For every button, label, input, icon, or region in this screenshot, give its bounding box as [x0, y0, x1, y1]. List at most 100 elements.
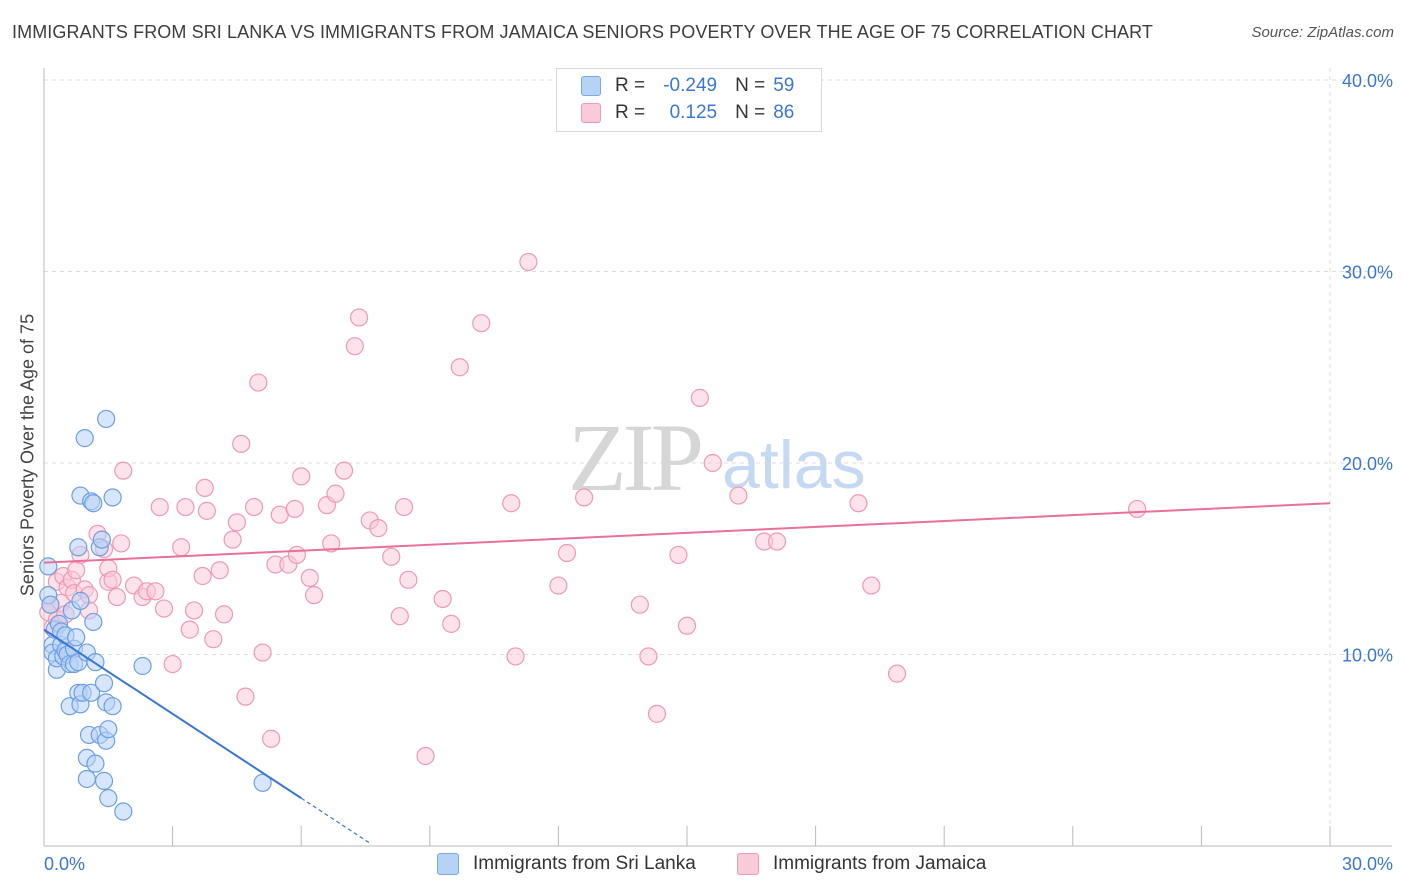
jamaica-point — [630, 595, 649, 614]
jamaica-point — [262, 729, 281, 748]
jamaica-point — [184, 601, 204, 620]
jamaica-point — [67, 561, 86, 580]
jamaica-point — [287, 545, 307, 565]
sri-lanka-point — [133, 656, 152, 676]
sri-lanka-trend-line — [43, 628, 302, 799]
stats-row-sri-lanka: R = -0.249 N = 59 — [581, 73, 794, 99]
sri-lanka-point — [39, 557, 58, 576]
jamaica-point — [112, 534, 131, 553]
jamaica-point — [519, 252, 538, 272]
sri-lanka-point — [84, 494, 103, 513]
axes — [43, 68, 1392, 847]
jamaica-point — [304, 586, 324, 605]
jamaica-point — [450, 358, 469, 377]
jamaica-point — [249, 373, 268, 392]
x-tick-label: 0.0% — [44, 854, 85, 874]
jamaica-point — [399, 570, 418, 589]
jamaica-point — [223, 530, 242, 549]
sri-lanka-point — [92, 530, 111, 549]
jamaica-point — [163, 654, 182, 674]
source-credit: Source: ZipAtlas.com — [1251, 24, 1394, 41]
x-tick-label: 30.0% — [1342, 854, 1393, 874]
jamaica-swatch — [581, 103, 601, 123]
jamaica-point — [285, 499, 304, 519]
jamaica-point — [172, 538, 191, 557]
jamaica-point — [416, 746, 435, 766]
jamaica-point — [180, 620, 199, 639]
legend-label-sri-lanka: Immigrants from Sri Lanka — [473, 853, 696, 874]
y-axis-label: Seniors Poverty Over the Age of 75 — [17, 313, 38, 597]
jamaica-point — [146, 582, 165, 601]
jamaica-point — [236, 687, 255, 706]
jamaica-point — [506, 647, 525, 666]
sri-lanka-point — [86, 754, 105, 773]
sri-lanka-point — [253, 773, 272, 792]
n-value-jamaica: 86 — [773, 102, 795, 123]
jamaica-point — [334, 461, 354, 480]
jamaica-point — [767, 532, 787, 551]
jamaica-point — [849, 494, 868, 513]
jamaica-point — [195, 478, 214, 497]
jamaica-point — [887, 664, 907, 683]
jamaica-point — [103, 570, 122, 589]
jamaica-point — [150, 497, 169, 517]
legend-swatch-sri-lanka — [437, 853, 459, 875]
jamaica-point — [345, 337, 364, 356]
sri-lanka-point — [99, 789, 118, 808]
jamaica-point — [669, 545, 688, 565]
jamaica-point — [322, 534, 341, 553]
r-label: R = — [615, 75, 646, 96]
sri-lanka-point — [75, 429, 94, 448]
jamaica-point — [292, 467, 311, 486]
jamaica-point — [433, 589, 452, 609]
jamaica-points — [39, 252, 1147, 766]
jamaica-point — [204, 630, 223, 649]
jamaica-point — [390, 607, 409, 626]
jamaica-point — [193, 566, 212, 586]
tick-labels: 10.0% 20.0% 30.0% 40.0% 0.0% 30.0% — [44, 71, 1393, 874]
jamaica-point — [703, 453, 722, 473]
jamaica-point — [227, 513, 246, 532]
jamaica-point — [549, 576, 568, 595]
jamaica-point — [394, 497, 414, 517]
sri-lanka-point — [82, 683, 101, 702]
stats-row-jamaica: R = 0.125 N = 86 — [581, 100, 794, 126]
jamaica-point — [210, 561, 229, 580]
jamaica-point — [677, 616, 697, 635]
jamaica-point — [154, 599, 174, 618]
sri-lanka-swatch — [581, 76, 601, 96]
y-tick-label: 40.0% — [1342, 71, 1393, 91]
n-label: N = — [735, 75, 766, 96]
jamaica-point — [369, 519, 388, 538]
sri-lanka-point — [94, 674, 114, 693]
jamaica-point — [690, 388, 709, 407]
legend-label-jamaica: Immigrants from Jamaica — [773, 853, 987, 874]
watermark-atlas: atlas — [722, 427, 866, 503]
sri-lanka-point — [67, 628, 86, 647]
jamaica-point — [232, 434, 251, 453]
jamaica-point — [349, 308, 369, 327]
jamaica-point — [557, 543, 577, 563]
sri-lanka-point — [97, 409, 116, 429]
jamaica-point — [647, 704, 667, 723]
n-label: N = — [735, 102, 766, 123]
trend-lines — [43, 502, 1331, 844]
y-tick-label: 20.0% — [1342, 454, 1393, 474]
jamaica-point — [639, 647, 658, 666]
legend-item-jamaica[interactable]: Immigrants from Jamaica — [737, 852, 986, 876]
jamaica-point — [1127, 499, 1147, 519]
jamaica-point — [382, 547, 401, 566]
stats-box: R = -0.249 N = 59 R = 0.125 N = 86 — [556, 68, 822, 132]
r-label: R = — [615, 102, 646, 123]
jamaica-point — [472, 314, 491, 333]
sri-lanka-point — [71, 591, 90, 610]
sri-lanka-point — [69, 538, 88, 557]
sri-lanka-point — [84, 612, 103, 632]
sri-lanka-point — [103, 697, 122, 716]
chart-title: IMMIGRANTS FROM SRI LANKA VS IMMIGRANTS … — [12, 22, 1154, 42]
jamaica-point — [442, 614, 461, 633]
sri-lanka-point — [103, 488, 122, 507]
jamaica-point — [300, 568, 319, 588]
legend-item-sri-lanka[interactable]: Immigrants from Sri Lanka — [437, 852, 696, 876]
